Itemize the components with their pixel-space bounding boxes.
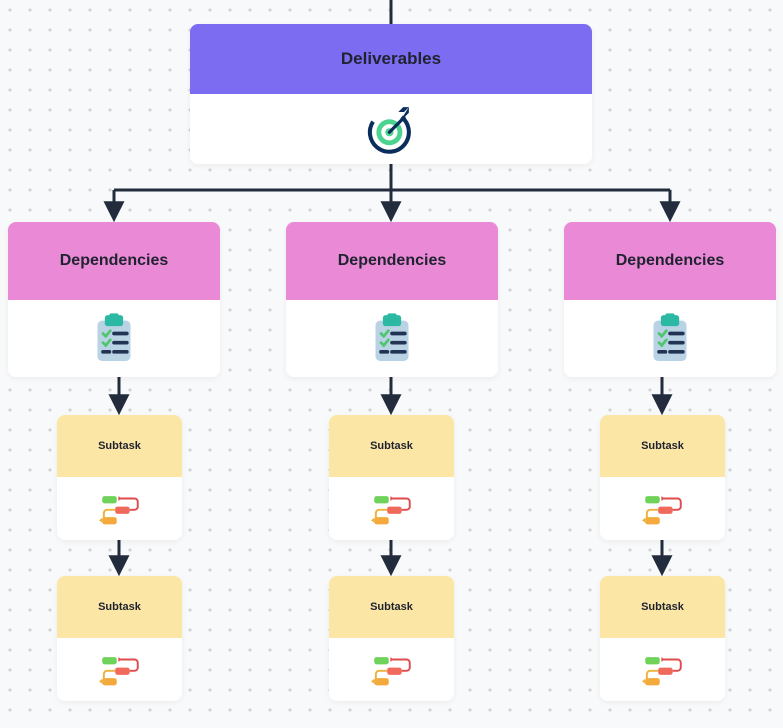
subtask-label: Subtask	[370, 601, 413, 613]
subtask-header: Subtask	[329, 415, 454, 477]
subtask-node-1a: Subtask	[57, 415, 182, 540]
dependency-label: Dependencies	[338, 252, 446, 270]
subtask-header: Subtask	[329, 576, 454, 638]
subtask-body	[329, 477, 454, 540]
diagram-canvas: Deliverables Dependencies	[0, 0, 783, 728]
deliverables-label: Deliverables	[341, 49, 441, 69]
clipboard-icon	[370, 313, 414, 365]
subtask-header: Subtask	[600, 415, 725, 477]
deliverables-body	[190, 94, 592, 164]
dependency-body	[564, 300, 776, 377]
subtask-body	[57, 477, 182, 540]
deliverables-header: Deliverables	[190, 24, 592, 94]
workflow-icon	[371, 653, 413, 687]
subtask-label: Subtask	[641, 601, 684, 613]
subtask-body	[600, 638, 725, 701]
subtask-node-3b: Subtask	[600, 576, 725, 701]
dependency-label: Dependencies	[616, 252, 724, 270]
subtask-body	[329, 638, 454, 701]
workflow-icon	[642, 492, 684, 526]
target-icon	[365, 103, 417, 155]
subtask-label: Subtask	[98, 440, 141, 452]
dependency-body	[286, 300, 498, 377]
subtask-header: Subtask	[600, 576, 725, 638]
dependency-body	[8, 300, 220, 377]
deliverables-node: Deliverables	[190, 24, 592, 164]
dependency-node-3: Dependencies	[564, 222, 776, 377]
subtask-body	[57, 638, 182, 701]
workflow-icon	[371, 492, 413, 526]
subtask-label: Subtask	[370, 440, 413, 452]
subtask-node-3a: Subtask	[600, 415, 725, 540]
dependency-label: Dependencies	[60, 252, 168, 270]
subtask-label: Subtask	[98, 601, 141, 613]
clipboard-icon	[92, 313, 136, 365]
clipboard-icon	[648, 313, 692, 365]
subtask-node-1b: Subtask	[57, 576, 182, 701]
dependency-header: Dependencies	[564, 222, 776, 300]
dependency-node-1: Dependencies	[8, 222, 220, 377]
dependency-header: Dependencies	[8, 222, 220, 300]
workflow-icon	[642, 653, 684, 687]
subtask-label: Subtask	[641, 440, 684, 452]
workflow-icon	[99, 653, 141, 687]
subtask-node-2a: Subtask	[329, 415, 454, 540]
dependency-header: Dependencies	[286, 222, 498, 300]
subtask-body	[600, 477, 725, 540]
subtask-header: Subtask	[57, 415, 182, 477]
subtask-node-2b: Subtask	[329, 576, 454, 701]
subtask-header: Subtask	[57, 576, 182, 638]
workflow-icon	[99, 492, 141, 526]
dependency-node-2: Dependencies	[286, 222, 498, 377]
